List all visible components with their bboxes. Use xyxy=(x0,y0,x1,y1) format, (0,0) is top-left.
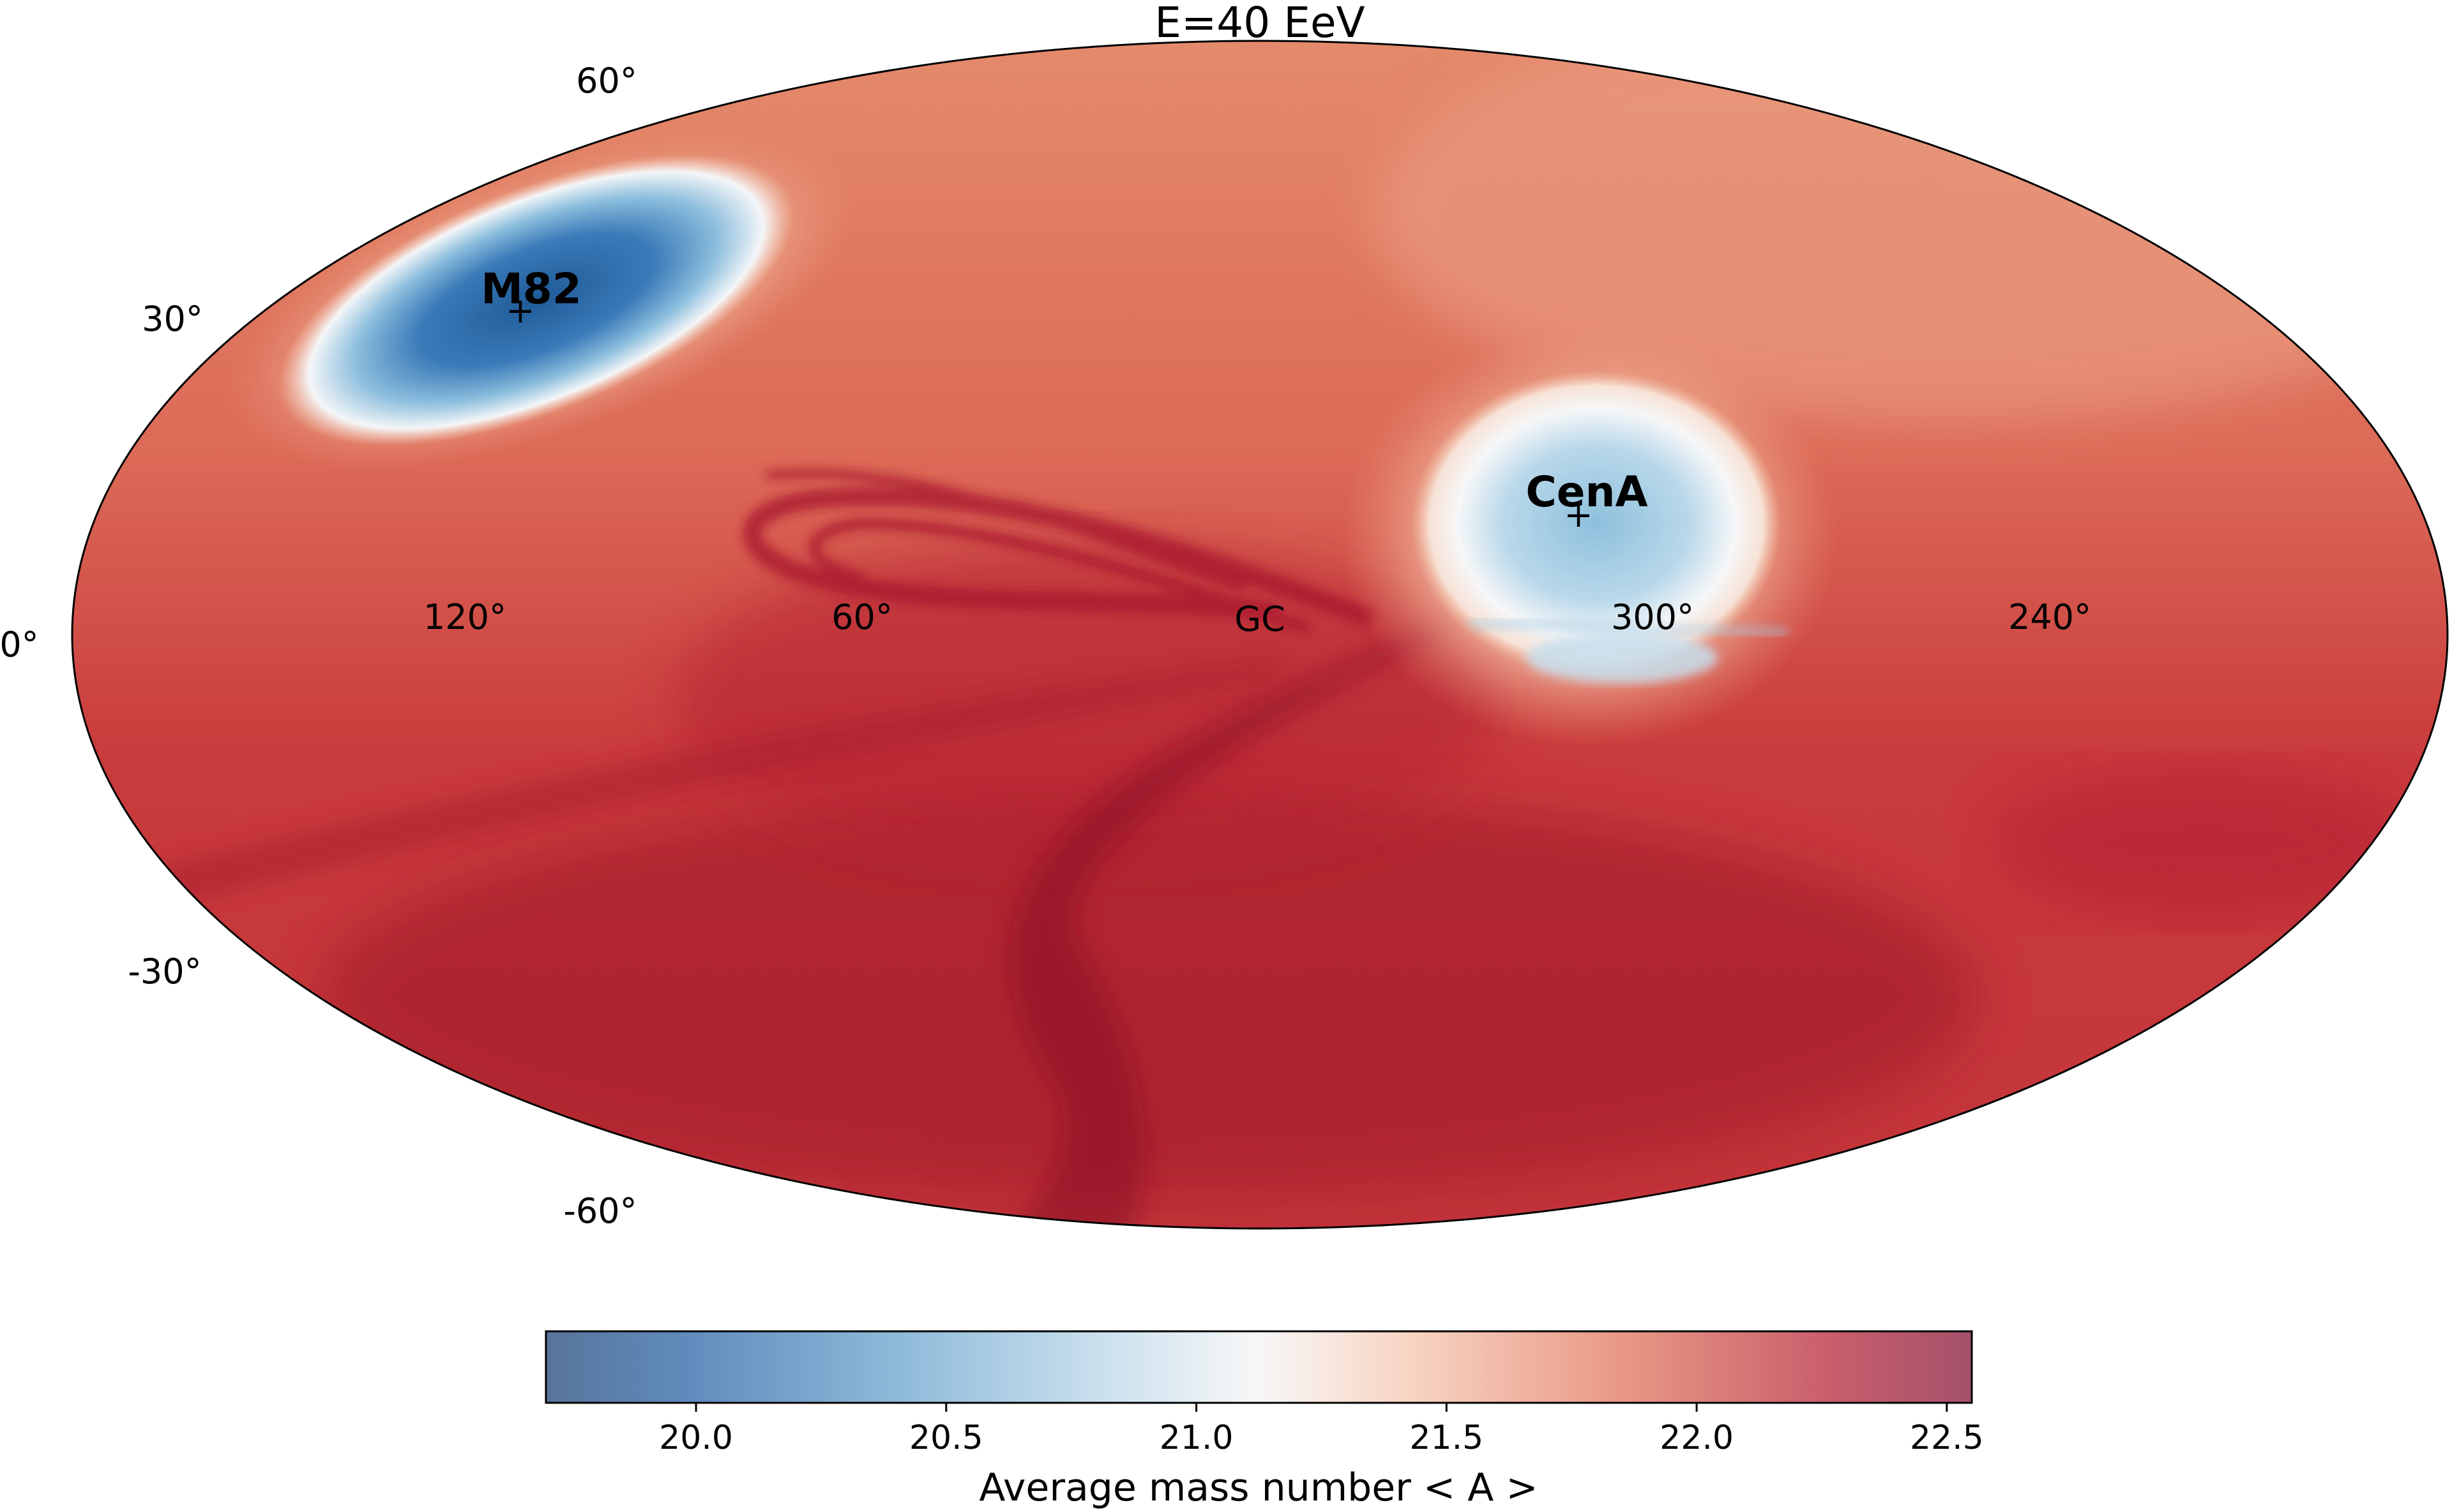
lon-tick-label: 300° xyxy=(1611,597,1694,637)
cena-streak xyxy=(1469,619,1788,635)
source-marker: + xyxy=(506,291,534,331)
colorbar-tick-label: 20.0 xyxy=(659,1419,733,1457)
lat-tick-label: 0° xyxy=(0,624,39,665)
source-label: CenA xyxy=(1525,467,1647,517)
skymap-field xyxy=(72,41,2448,1228)
lon-tick-label: 120° xyxy=(423,597,506,637)
source-marker: + xyxy=(1564,495,1593,535)
colorbar-tick-label: 20.5 xyxy=(909,1419,983,1457)
map-outline xyxy=(71,40,2449,1230)
colorbar: 20.0 20.5 21.0 21.5 22.0 22.5 Average mass nu… xyxy=(545,1330,1984,1510)
lon-tick-label: GC xyxy=(1234,599,1285,639)
right-dark-patch xyxy=(1992,766,2414,919)
dark-streak xyxy=(996,626,1443,1228)
source-cena: CenA + xyxy=(1525,467,1647,535)
colorbar-tick-label: 21.0 xyxy=(1160,1419,1234,1457)
swirl-structure xyxy=(743,469,1377,635)
lat-tick-label: 60° xyxy=(576,61,637,101)
lat-tick-label: 30° xyxy=(142,299,203,339)
colorbar-tick-label: 21.5 xyxy=(1409,1419,1483,1457)
colorbar-label: Average mass number < A > xyxy=(979,1465,1538,1510)
source-m82: M82 + xyxy=(481,264,582,331)
source-label: M82 xyxy=(481,264,582,314)
diagonal-band xyxy=(160,658,1283,907)
lon-tick-labels: 120° 60° GC 300° 240° xyxy=(423,597,2091,639)
colorbar-body xyxy=(545,1330,1973,1404)
chart-title: E=40 EeV xyxy=(1154,0,1365,47)
lat-tick-labels: 60° 30° 0° -30° -60° xyxy=(0,61,637,1231)
lat-tick-label: -30° xyxy=(128,951,201,992)
m82-deficit-blob xyxy=(278,154,795,446)
field-lower-dark xyxy=(319,792,1979,1200)
lon-tick-label: 240° xyxy=(2008,597,2091,637)
cena-deficit-blob xyxy=(1411,370,1782,677)
cena-lower-lobe xyxy=(1526,632,1718,683)
lon-tick-label: 60° xyxy=(831,597,893,637)
lat-tick-label: -60° xyxy=(563,1191,637,1231)
colorbar-tick-label: 22.0 xyxy=(1660,1419,1734,1457)
colorbar-tick-label: 22.5 xyxy=(1910,1419,1984,1457)
colorbar-ticks: 20.0 20.5 21.0 21.5 22.0 22.5 xyxy=(659,1403,1984,1457)
